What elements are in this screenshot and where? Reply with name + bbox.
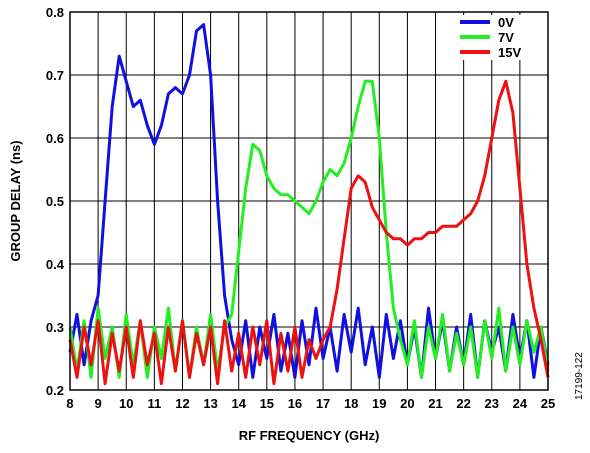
x-tick-label: 17 [316, 396, 330, 411]
x-tick-label: 13 [203, 396, 217, 411]
y-tick-label: 0.6 [46, 131, 64, 146]
legend-bg [456, 15, 540, 30]
y-tick-label: 0.5 [46, 194, 64, 209]
x-tick-label: 10 [119, 396, 133, 411]
x-tick-label: 8 [66, 396, 73, 411]
x-tick-label: 19 [372, 396, 386, 411]
y-tick-label: 0.8 [46, 5, 64, 20]
x-tick-label: 15 [260, 396, 274, 411]
legend-label: 7V [498, 30, 514, 45]
y-tick-label: 0.7 [46, 68, 64, 83]
x-tick-label: 23 [485, 396, 499, 411]
x-tick-label: 21 [428, 396, 442, 411]
legend-bg [456, 30, 540, 45]
x-axis-label: RF FREQUENCY (GHz) [239, 428, 380, 443]
y-tick-label: 0.2 [46, 383, 64, 398]
figure-id: 17199-122 [574, 352, 585, 400]
x-tick-label: 14 [231, 396, 246, 411]
y-tick-label: 0.3 [46, 320, 64, 335]
legend-bg [456, 45, 540, 60]
x-tick-label: 12 [175, 396, 189, 411]
x-tick-label: 9 [95, 396, 102, 411]
x-tick-label: 20 [400, 396, 414, 411]
legend-label: 0V [498, 15, 514, 30]
plot-frame [69, 11, 549, 391]
x-tick-label: 18 [344, 396, 358, 411]
x-tick-label: 16 [288, 396, 302, 411]
x-tick-label: 11 [147, 396, 161, 411]
y-axis-label: GROUP DELAY (ns) [8, 140, 23, 261]
data-line [68, 79, 550, 386]
x-tick-label: 24 [513, 396, 528, 411]
data-line [68, 23, 550, 379]
y-tick-label: 0.4 [46, 257, 65, 272]
x-tick-label: 22 [456, 396, 470, 411]
legend-label: 15V [498, 45, 521, 60]
x-tick-label: 25 [541, 396, 555, 411]
